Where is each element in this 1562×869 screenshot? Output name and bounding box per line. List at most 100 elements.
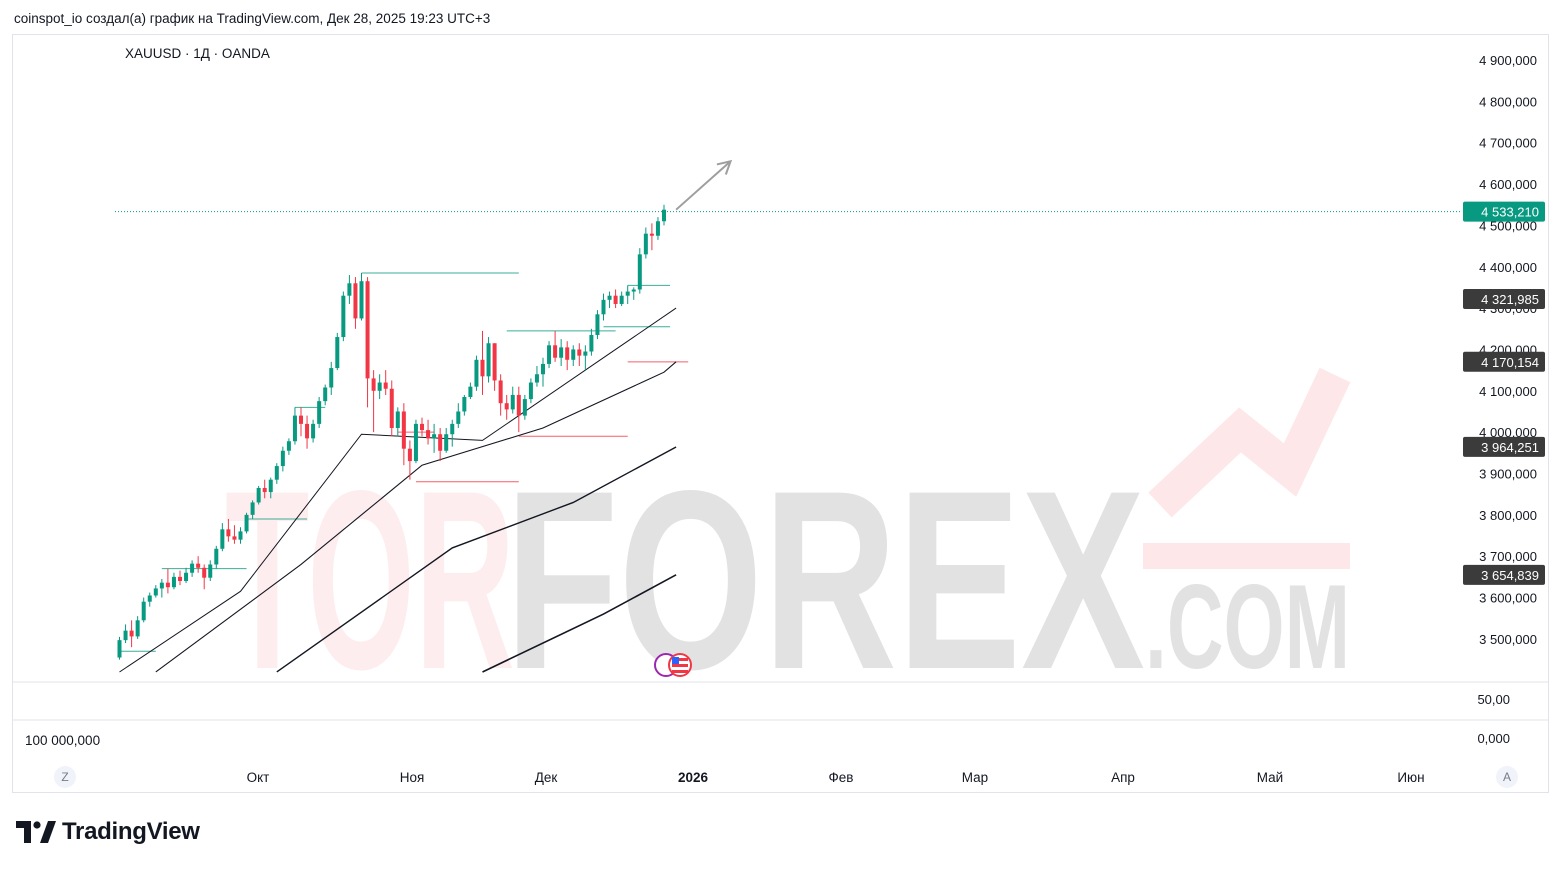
svg-text:3 964,251: 3 964,251 (1481, 440, 1539, 455)
candle (377, 374, 382, 400)
candle (601, 293, 606, 321)
candle (190, 560, 195, 577)
candle (286, 438, 291, 455)
candle (147, 592, 152, 607)
candle (383, 370, 388, 395)
candle (141, 597, 146, 623)
candle (268, 477, 273, 499)
volume-axis: 50,00 0,000 (1477, 692, 1510, 746)
watermark-arrow-icon (1148, 367, 1351, 518)
candle (504, 394, 509, 420)
candle (649, 223, 654, 251)
candle (637, 248, 642, 294)
projection-arrow[interactable] (675, 159, 733, 211)
candle (299, 407, 303, 437)
candle (420, 417, 424, 437)
candle (371, 370, 376, 433)
time-tick-label: 2026 (678, 770, 709, 785)
watermark-com: .COM (1145, 560, 1350, 694)
arrow-head-icon (716, 159, 733, 175)
symbol-legend[interactable]: XAUUSD · 1Д · OANDA (125, 46, 270, 61)
candle (262, 479, 267, 499)
candle (522, 394, 527, 420)
arrow-shaft (675, 160, 732, 211)
auto-scale-button[interactable]: A (1496, 766, 1518, 788)
candle (643, 227, 648, 259)
time-tick-label: Мар (962, 770, 988, 785)
chart-frame (12, 34, 1549, 793)
candle (528, 378, 533, 404)
candle (214, 545, 219, 569)
candle (395, 407, 400, 437)
events-icon[interactable] (654, 653, 692, 677)
candle (159, 578, 164, 598)
candle (238, 527, 243, 544)
candle (208, 560, 213, 582)
candle (171, 572, 176, 590)
price-tick-label: 4 700,000 (1479, 136, 1537, 151)
candle (516, 386, 521, 433)
candle (547, 341, 552, 369)
zoom-button-left[interactable]: Z (54, 766, 76, 788)
time-tick-label: Дек (535, 770, 558, 785)
price-tick-label: 4 600,000 (1479, 177, 1537, 192)
candle (311, 419, 316, 443)
candle (607, 291, 612, 309)
candle (274, 463, 279, 484)
volume-value: 100 000,000 (25, 733, 101, 748)
candle (329, 361, 334, 395)
candle (317, 397, 322, 429)
candle (353, 277, 358, 329)
time-tick-label: Апр (1111, 770, 1135, 785)
time-tick-label: Фев (829, 770, 854, 785)
moving-average-badge: 3 654,839 (1463, 564, 1545, 585)
candles[interactable] (117, 204, 667, 660)
price-badges: 4 533,210 4 321,985 4 170,154 3 964,251 3 65… (1463, 201, 1545, 585)
candle (202, 564, 207, 590)
candle (359, 272, 364, 321)
svg-text:4 170,154: 4 170,154 (1481, 355, 1539, 370)
moving-average-line (155, 361, 677, 673)
candle (129, 620, 134, 648)
candle (498, 374, 503, 416)
price-axis[interactable]: 4 900,000 4 800,000 4 700,000 4 600,000 4 50… (1479, 53, 1537, 647)
candle (595, 310, 600, 340)
tradingview-logo[interactable]: TradingView (16, 818, 200, 846)
time-axis[interactable]: Окт Ноя Дек 2026 Фев Мар Апр Май Июн (247, 770, 1425, 785)
volume-tick-label: 50,00 (1477, 692, 1510, 707)
time-tick-label: Окт (247, 770, 270, 785)
candle (468, 382, 473, 400)
candle (220, 523, 225, 552)
candle (553, 330, 558, 362)
price-tick-label: 4 400,000 (1479, 260, 1537, 275)
price-tick-label: 4 900,000 (1479, 53, 1537, 68)
candle (625, 285, 630, 304)
price-tick-label: 3 700,000 (1479, 549, 1537, 564)
time-tick-label: Май (1257, 770, 1283, 785)
watermark: TOR FOREX .COM (225, 367, 1351, 723)
candle (323, 384, 328, 406)
candle (178, 570, 182, 586)
price-tick-label: 3 800,000 (1479, 508, 1537, 523)
candle (589, 328, 594, 356)
price-tick-label: 3 600,000 (1479, 591, 1537, 606)
watermark-forex: FOREX (505, 438, 1145, 723)
candle (571, 345, 576, 366)
candle (631, 287, 636, 300)
price-tick-label: 3 500,000 (1479, 632, 1537, 647)
candle (135, 616, 140, 639)
candle (401, 403, 406, 466)
candle (444, 428, 449, 453)
candle (619, 291, 624, 307)
candle (559, 339, 564, 366)
candle (462, 394, 467, 416)
candle (365, 277, 370, 408)
candle (292, 407, 297, 445)
moving-average-line (482, 574, 677, 673)
candle (510, 386, 515, 414)
candle (474, 355, 479, 391)
candle (347, 275, 352, 304)
price-tick-label: 4 500,000 (1479, 218, 1537, 233)
watermark-tor: TOR (225, 438, 515, 723)
